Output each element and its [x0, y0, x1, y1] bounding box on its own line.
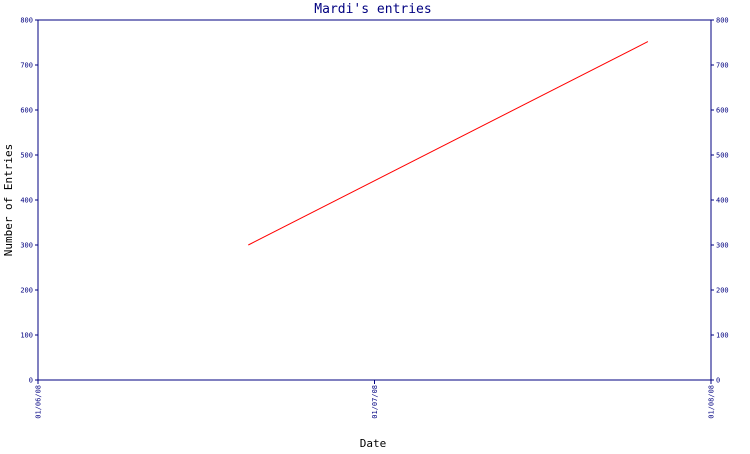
chart-title: Mardi's entries — [314, 2, 431, 17]
y-tick-label-left: 700 — [20, 62, 33, 70]
y-tick-label-left: 0 — [29, 377, 33, 385]
x-tick-label: 01/06/08 — [35, 385, 43, 419]
x-tick-label: 01/07/08 — [371, 385, 379, 419]
x-axis-title: Date — [360, 437, 387, 450]
y-tick-label-left: 800 — [20, 17, 33, 25]
y-tick-label-right: 100 — [716, 332, 729, 340]
y-tick-label-right: 600 — [716, 107, 729, 115]
y-tick-label-left: 100 — [20, 332, 33, 340]
y-axis-title: Number of Entries — [2, 144, 15, 257]
y-tick-label-left: 400 — [20, 197, 33, 205]
y-tick-label-left: 300 — [20, 242, 33, 250]
y-tick-label-right: 400 — [716, 197, 729, 205]
y-axis-left: 0 100 200 300 400 500 600 700 800 — [20, 17, 38, 385]
y-tick-label-left: 600 — [20, 107, 33, 115]
y-tick-label-right: 200 — [716, 287, 729, 295]
series-line — [248, 41, 649, 246]
y-tick-label-right: 700 — [716, 62, 729, 70]
y-tick-label-left: 200 — [20, 287, 33, 295]
y-tick-label-right: 0 — [716, 377, 720, 385]
x-axis: 01/06/08 01/07/08 01/08/08 — [35, 380, 716, 419]
y-tick-label-left: 500 — [20, 152, 33, 160]
y-tick-label-right: 300 — [716, 242, 729, 250]
series-layer — [248, 41, 649, 246]
y-axis-right: 0 100 200 300 400 500 600 700 800 — [711, 17, 729, 385]
y-tick-label-right: 800 — [716, 17, 729, 25]
y-tick-label-right: 500 — [716, 152, 729, 160]
x-tick-label: 01/08/08 — [708, 385, 716, 419]
